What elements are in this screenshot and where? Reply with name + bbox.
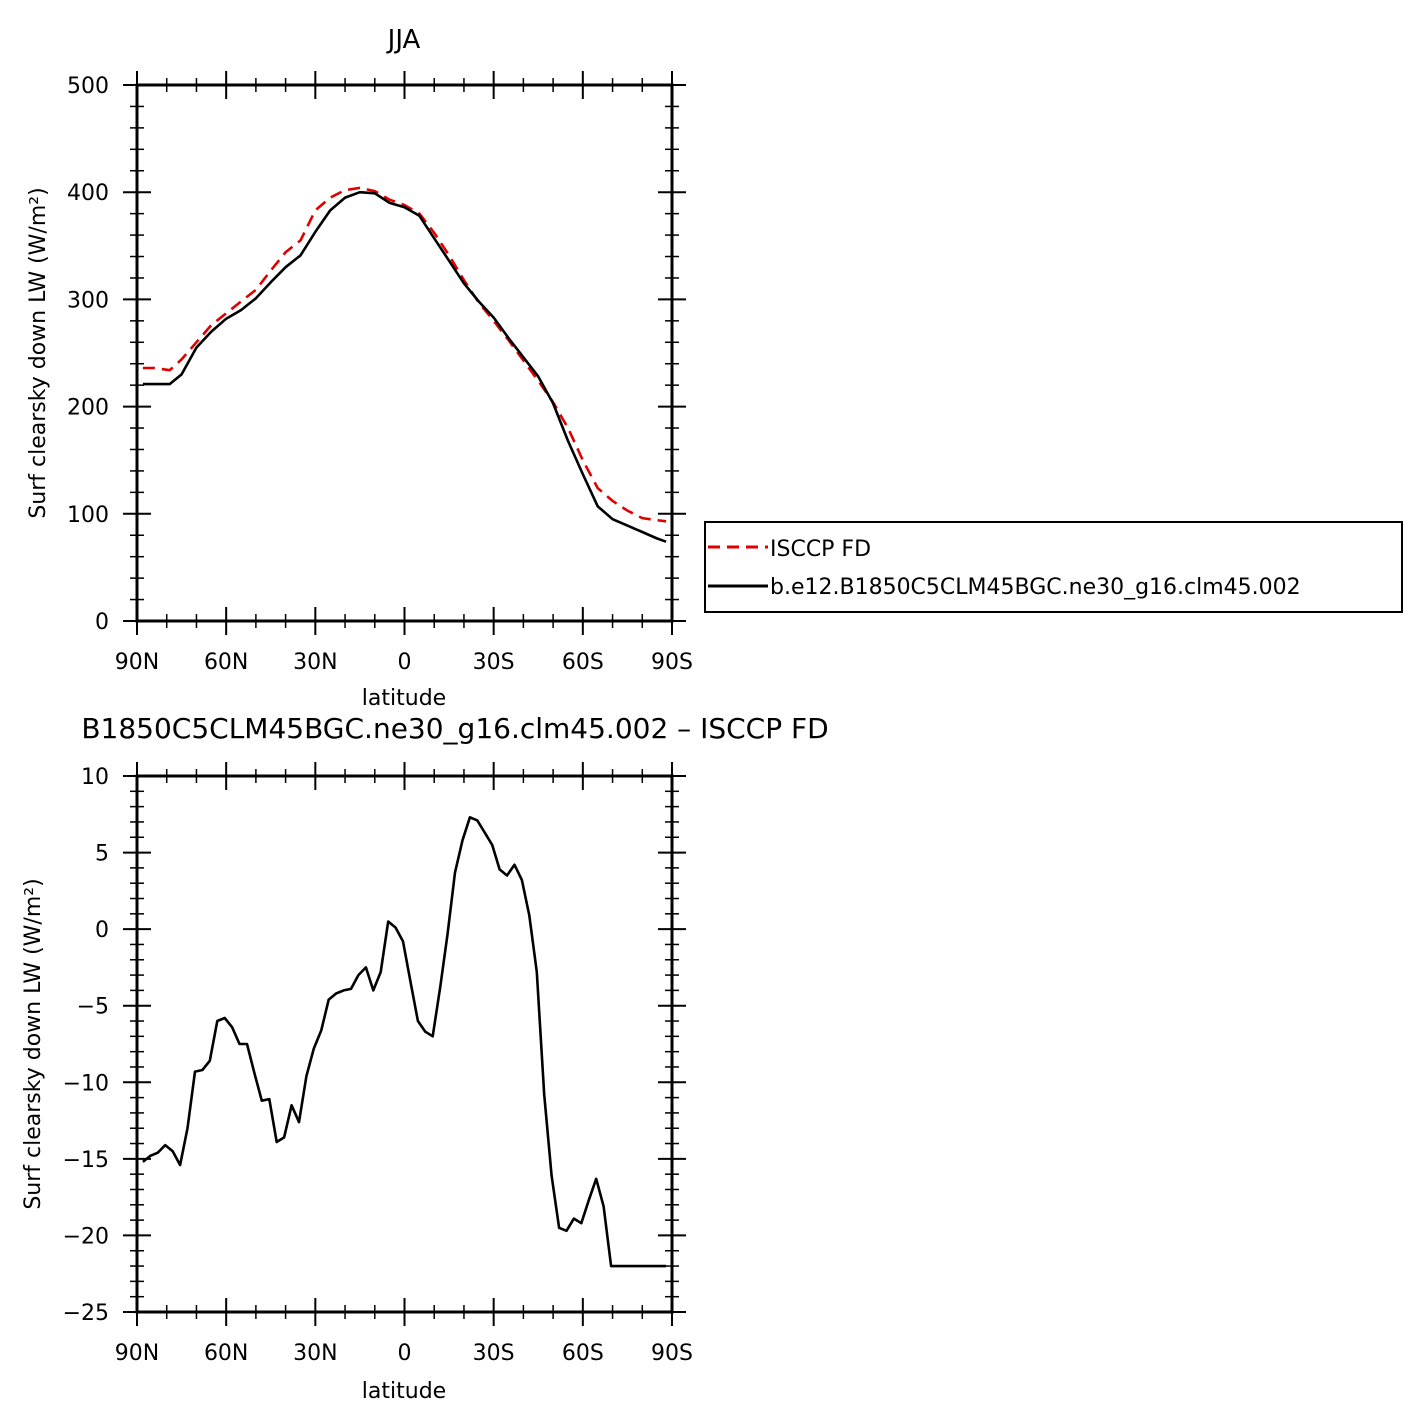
bottom-y-axis-label: Surf clearsky down LW (W/m²) bbox=[21, 878, 46, 1209]
legend-label-isccp: ISCCP FD bbox=[770, 537, 871, 562]
x-tick-label: 0 bbox=[398, 1341, 412, 1366]
x-tick-label: 60S bbox=[562, 650, 604, 675]
y-tick-label: −5 bbox=[77, 995, 109, 1020]
bottom-x-axis-label: latitude bbox=[362, 1379, 446, 1404]
bottom-chart-title: B1850C5CLM45BGC.ne30_g16.clm45.002 – ISC… bbox=[81, 712, 828, 745]
top-tick-labels: 0 100 200 300 400 500 90N 60N 30N 0 30S 60S 90S bbox=[67, 74, 693, 675]
top-x-axis-label: latitude bbox=[362, 686, 446, 711]
legend: ISCCP FD b.e12.B1850C5CLM45BGC.ne30_g16.… bbox=[704, 521, 1403, 613]
bottom-axis-ticks bbox=[123, 762, 686, 1326]
x-tick-label: 60S bbox=[562, 1341, 604, 1366]
top-chart-title: JJA bbox=[386, 25, 421, 55]
x-tick-label: 30S bbox=[473, 650, 515, 675]
x-tick-label: 90N bbox=[115, 650, 159, 675]
bottom-tick-labels: −25 −20 −15 −10 −5 0 5 10 90N 60N 30N 0 30S 60S 90S bbox=[63, 765, 693, 1366]
y-tick-label: 0 bbox=[95, 918, 109, 943]
x-tick-label: 0 bbox=[398, 650, 412, 675]
y-tick-label: −25 bbox=[63, 1301, 109, 1326]
x-tick-label: 30N bbox=[293, 1341, 337, 1366]
top-axis-ticks bbox=[123, 71, 686, 635]
x-tick-label: 90S bbox=[651, 650, 693, 675]
top-y-axis-label: Surf clearsky down LW (W/m²) bbox=[26, 187, 51, 518]
x-tick-label: 60N bbox=[204, 650, 248, 675]
y-tick-label: 10 bbox=[81, 765, 109, 790]
top-plot-frame bbox=[135, 83, 674, 623]
series-line-1 bbox=[142, 190, 667, 543]
y-tick-label: −15 bbox=[63, 1148, 109, 1173]
top-series-group bbox=[142, 186, 667, 543]
legend-box bbox=[704, 521, 1403, 613]
y-tick-label: 100 bbox=[67, 503, 109, 528]
x-tick-label: 30N bbox=[293, 650, 337, 675]
x-tick-label: 60N bbox=[204, 1341, 248, 1366]
bottom-plot-frame bbox=[135, 774, 674, 1314]
x-tick-label: 30S bbox=[473, 1341, 515, 1366]
y-tick-label: 0 bbox=[95, 610, 109, 635]
x-tick-label: 90N bbox=[115, 1341, 159, 1366]
top-chart: JJA Surf clearsky down LW (W/m²) latitud… bbox=[26, 25, 693, 711]
bottom-chart: B1850C5CLM45BGC.ne30_g16.clm45.002 – ISC… bbox=[21, 712, 829, 1404]
y-tick-label: 200 bbox=[67, 396, 109, 421]
y-tick-label: 500 bbox=[67, 74, 109, 99]
y-tick-label: 300 bbox=[67, 288, 109, 313]
y-tick-label: 5 bbox=[95, 842, 109, 867]
y-tick-label: −20 bbox=[63, 1224, 109, 1249]
series-line-0 bbox=[142, 815, 667, 1268]
bottom-series-group bbox=[142, 815, 667, 1268]
x-tick-label: 90S bbox=[651, 1341, 693, 1366]
series-line-0 bbox=[142, 186, 667, 523]
y-tick-label: 400 bbox=[67, 181, 109, 206]
y-tick-label: −10 bbox=[63, 1071, 109, 1096]
legend-label-model: b.e12.B1850C5CLM45BGC.ne30_g16.clm45.002 bbox=[770, 575, 1301, 600]
